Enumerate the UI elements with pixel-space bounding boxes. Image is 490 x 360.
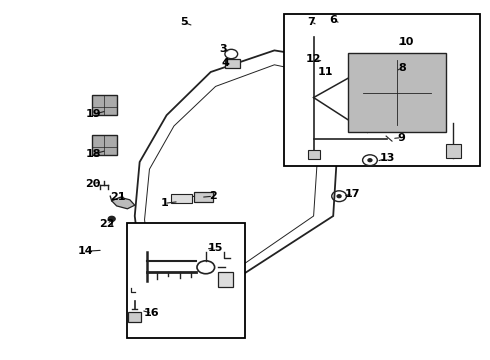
Text: 5: 5 — [180, 17, 188, 27]
Text: 20: 20 — [85, 179, 101, 189]
Bar — [92, 95, 117, 115]
Bar — [194, 192, 213, 202]
Circle shape — [108, 216, 115, 221]
Bar — [225, 59, 240, 68]
Text: 9: 9 — [398, 132, 406, 143]
Bar — [284, 14, 480, 166]
Text: 2: 2 — [209, 191, 217, 201]
Text: 19: 19 — [85, 109, 101, 120]
Bar — [128, 312, 141, 322]
Text: 13: 13 — [379, 153, 395, 163]
Text: 14: 14 — [78, 246, 94, 256]
Polygon shape — [112, 197, 135, 209]
Text: 6: 6 — [329, 15, 337, 25]
Text: 7: 7 — [307, 17, 315, 27]
Bar — [171, 194, 192, 203]
Bar — [127, 223, 245, 338]
Text: 11: 11 — [318, 67, 334, 77]
Text: 22: 22 — [99, 219, 115, 229]
Text: 3: 3 — [219, 44, 227, 54]
Bar — [348, 53, 446, 132]
Text: 4: 4 — [221, 58, 229, 68]
Text: 8: 8 — [398, 63, 406, 73]
Text: 17: 17 — [345, 189, 361, 199]
Bar — [308, 150, 320, 159]
Text: 1: 1 — [160, 198, 168, 208]
Text: 12: 12 — [306, 54, 321, 64]
Circle shape — [337, 195, 341, 198]
Text: 18: 18 — [85, 149, 101, 159]
Text: 21: 21 — [110, 192, 125, 202]
Bar — [218, 272, 233, 287]
Bar — [92, 135, 117, 155]
Circle shape — [368, 159, 372, 162]
Text: 16: 16 — [144, 308, 160, 318]
Bar — [446, 144, 461, 158]
Text: 10: 10 — [399, 37, 415, 48]
Text: 15: 15 — [208, 243, 223, 253]
